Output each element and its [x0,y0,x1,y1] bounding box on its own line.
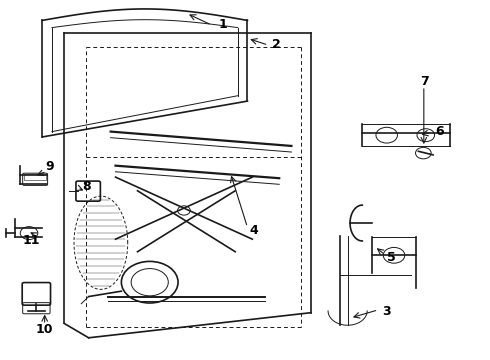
Text: 1: 1 [219,18,227,31]
Text: 11: 11 [22,234,40,247]
Text: 8: 8 [82,180,91,193]
Text: 5: 5 [387,251,396,264]
Text: 3: 3 [382,305,391,318]
Text: 10: 10 [36,323,53,336]
Text: 6: 6 [435,125,444,138]
Text: 4: 4 [249,224,258,237]
Text: 7: 7 [420,75,429,88]
Text: 2: 2 [272,38,281,51]
Text: 9: 9 [45,160,54,173]
